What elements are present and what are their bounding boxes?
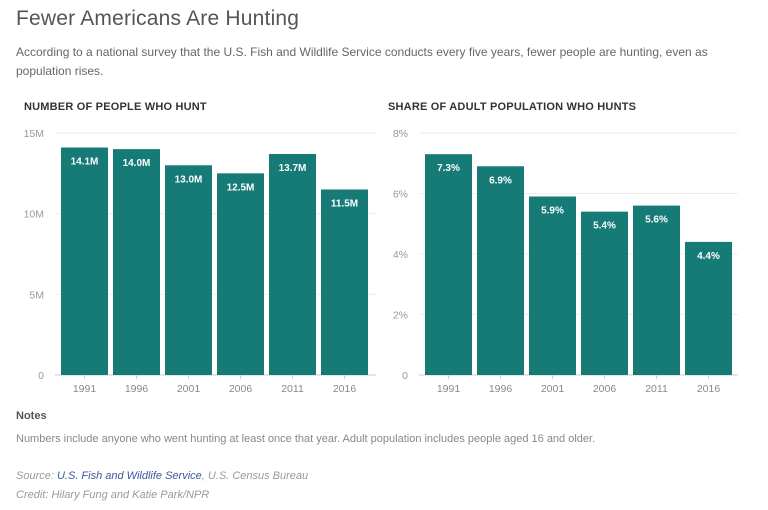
x-tick-label: 2006 <box>593 383 617 395</box>
source-rest: , U.S. Census Bureau <box>201 470 309 482</box>
chart-title-share: SHARE OF ADULT POPULATION WHO HUNTS <box>388 101 637 113</box>
charts: 0 5M 10M 15M 14.1M 1991 14.0M 1996 13.0M 2001 12.5… <box>24 128 738 395</box>
bar <box>581 211 628 375</box>
notes-heading: Notes <box>16 410 47 422</box>
x-tick-label: 2016 <box>333 383 357 395</box>
data-label: 5.9% <box>541 206 564 217</box>
data-label: 7.3% <box>437 163 460 174</box>
x-tick-label: 1996 <box>125 383 149 395</box>
notes-text: Numbers include anyone who went hunting … <box>16 433 596 445</box>
bar <box>269 153 316 375</box>
x-tick-label: 2016 <box>697 383 721 395</box>
bar <box>113 149 160 375</box>
page-title: Fewer Americans Are Hunting <box>16 7 300 30</box>
source-label: Source: <box>16 470 57 482</box>
bar <box>217 173 264 375</box>
data-label: 6.9% <box>489 175 512 186</box>
x-tick-label: 2001 <box>177 383 201 395</box>
data-label: 14.0M <box>123 158 151 169</box>
x-tick-label: 1996 <box>489 383 513 395</box>
y-tick-label: 0 <box>402 370 408 382</box>
data-label: 4.4% <box>697 251 720 262</box>
x-tick-label: 1991 <box>437 383 461 395</box>
data-label: 12.5M <box>227 182 255 193</box>
x-tick-label: 2006 <box>229 383 253 395</box>
bar <box>61 147 108 375</box>
data-label: 5.4% <box>593 221 616 232</box>
y-tick-label: 2% <box>393 310 408 322</box>
x-tick-label: 2011 <box>645 383 668 395</box>
credit: Credit: Hilary Fung and Katie Park/NPR <box>16 489 210 501</box>
bar <box>321 189 368 375</box>
y-tick-label: 6% <box>393 189 408 201</box>
bar <box>477 166 524 375</box>
x-tick-label: 2011 <box>281 383 304 395</box>
source: Source: U.S. Fish and Wildlife Service, … <box>16 470 308 482</box>
source-link[interactable]: U.S. Fish and Wildlife Service <box>56 470 202 482</box>
subtitle: According to a national survey that the … <box>16 45 708 78</box>
bar <box>685 241 732 375</box>
chart-title-people: NUMBER OF PEOPLE WHO HUNT <box>24 101 207 113</box>
data-label: 11.5M <box>331 198 358 209</box>
bar <box>425 154 472 375</box>
y-tick-label: 0 <box>38 370 44 382</box>
y-tick-label: 5M <box>29 289 44 301</box>
bar <box>633 205 680 375</box>
bar <box>165 165 212 375</box>
data-label: 14.1M <box>71 157 99 168</box>
bar <box>529 196 576 375</box>
y-tick-label: 10M <box>24 209 44 221</box>
data-label: 13.7M <box>279 163 307 174</box>
x-tick-label: 2001 <box>541 383 565 395</box>
y-tick-label: 4% <box>393 249 408 261</box>
x-tick-label: 1991 <box>73 383 97 395</box>
data-label: 13.0M <box>175 174 203 185</box>
data-label: 5.6% <box>645 215 668 226</box>
y-tick-label: 8% <box>393 128 408 140</box>
y-tick-label: 15M <box>24 128 44 140</box>
